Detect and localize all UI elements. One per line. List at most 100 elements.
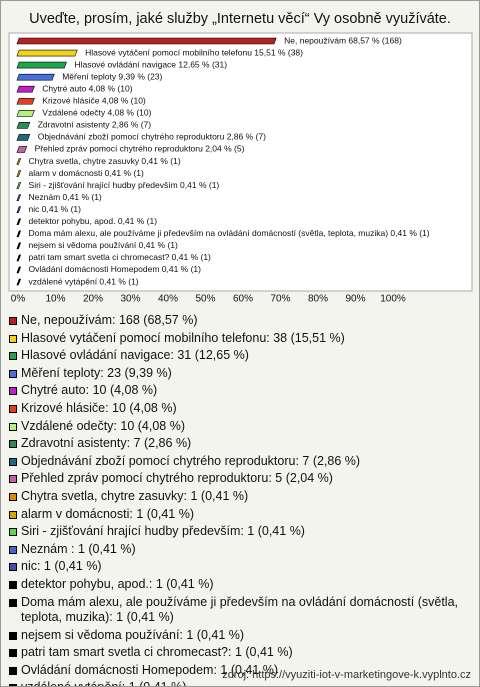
bar-label: Hlasové vytáčení pomocí mobilního telefo… xyxy=(85,47,303,57)
legend-item: nejsem si vědoma používání: 1 (0,41 %) xyxy=(9,628,469,644)
bar-label: patri tam smart svetla ci chromecast? 0,… xyxy=(29,252,212,262)
bar-label: Krizové hlásiče 4,08 % (10) xyxy=(42,96,146,106)
legend-swatch xyxy=(9,649,17,658)
legend-swatch xyxy=(9,563,17,572)
bar-label: Přehled zpráv pomocí chytrého reprodukto… xyxy=(35,144,245,154)
legend-label: Hlasové vytáčení pomocí mobilního telefo… xyxy=(21,330,345,345)
legend-label: Ne, nepoužívám: 168 (68,57 %) xyxy=(21,313,198,327)
legend-item: Ovládání domácnosti Homepodem: 1 (0,41 %… xyxy=(9,663,469,679)
bar-label: Vzdálené odečty 4,08 % (10) xyxy=(42,108,151,118)
bar-label: Ne, nepoužívám 68,57 % (168) xyxy=(284,35,402,45)
legend-swatch xyxy=(9,334,17,343)
legend-label: Vzdálené odečty: 10 (4,08 %) xyxy=(21,418,185,433)
legend-swatch xyxy=(9,492,17,501)
legend-label: nic: 1 (0,41 %) xyxy=(21,559,102,574)
x-tick-label: 40% xyxy=(158,294,178,305)
bar xyxy=(16,230,22,238)
legend-item: Krizové hlásiče: 10 (4,08 %) xyxy=(9,401,469,417)
bar-label: Siri - zjišťování hrající hudby předevší… xyxy=(29,180,220,190)
bar xyxy=(16,73,55,81)
legend-swatch xyxy=(9,580,17,589)
legend-item: detektor pohybu, apod.: 1 (0,41 %) xyxy=(9,577,469,593)
bar xyxy=(16,122,31,129)
bar xyxy=(16,194,22,201)
x-tick-label: 30% xyxy=(120,294,140,305)
legend-label: Měření teploty: 23 (9,39 %) xyxy=(21,365,172,380)
bar-label: Objednávání zboží pomocí chytrého reprod… xyxy=(38,132,266,142)
legend-label: Hlasové ovládání navigace: 31 (12,65 %) xyxy=(21,348,249,363)
bar-label: nic 0,41 % (1) xyxy=(29,204,82,214)
bar xyxy=(16,61,67,69)
legend-label: nejsem si vědoma používání: 1 (0,41 %) xyxy=(21,627,245,642)
legend-item: Hlasové ovládání navigace: 31 (12,65 %) xyxy=(9,348,469,364)
legend-item: vzdálené vytápění: 1 (0,41 %) xyxy=(9,680,469,686)
bar-label: Doma mám alexu, ale používáme ji předevš… xyxy=(29,228,430,238)
legend-swatch xyxy=(9,404,17,413)
legend-item: Měření teploty: 23 (9,39 %) xyxy=(9,366,469,382)
legend-item: Vzdálené odečty: 10 (4,08 %) xyxy=(9,419,469,435)
bar-label: Hlasové ovládání navigace 12,65 % (31) xyxy=(74,59,227,69)
bar-label: vzdálené vytápění 0,41 % (1) xyxy=(29,276,139,286)
x-tick-label: 60% xyxy=(233,294,253,305)
legend-swatch xyxy=(9,528,17,537)
bar-label: Měření teploty 9,39 % (23) xyxy=(62,71,162,81)
legend-swatch xyxy=(9,475,17,484)
legend-swatch xyxy=(9,440,17,449)
legend-swatch xyxy=(9,352,17,361)
legend-swatch xyxy=(9,666,17,675)
legend-item: Objednávání zboží pomocí chytrého reprod… xyxy=(9,454,469,470)
x-tick-label: 80% xyxy=(308,294,328,305)
x-tick-label: 50% xyxy=(195,294,215,305)
bar xyxy=(16,134,31,141)
bar xyxy=(16,158,22,165)
bar xyxy=(16,37,277,45)
bar xyxy=(16,110,35,117)
legend-label: Chytra svetla, chytre zasuvky: 1 (0,41 %… xyxy=(21,488,249,503)
bar xyxy=(16,170,22,177)
bar xyxy=(16,254,22,262)
legend-label: patri tam smart svetla ci chromecast?: 1… xyxy=(21,645,293,660)
legend-swatch xyxy=(9,317,17,325)
legend-swatch xyxy=(9,369,17,378)
legend-label: Siri - zjišťování hrající hudby předevší… xyxy=(21,524,305,539)
legend-label: alarm v domácnosti: 1 (0,41 %) xyxy=(21,506,194,521)
x-tick-label: 10% xyxy=(45,294,65,305)
legend-item: patri tam smart svetla ci chromecast?: 1… xyxy=(9,645,469,661)
plot-box xyxy=(8,32,473,292)
bar xyxy=(16,242,22,250)
bar xyxy=(16,49,78,57)
bar-label: Chytré auto 4,08 % (10) xyxy=(42,83,132,93)
legend-item: Přehled zpráv pomocí chytrého reprodukto… xyxy=(9,471,469,487)
x-tick-label: 90% xyxy=(345,294,365,305)
bar-label: detektor pohybu, apod. 0,41 % (1) xyxy=(29,216,158,226)
bar xyxy=(16,85,35,93)
legend: Ne, nepoužívám: 168 (68,57 %) Hlasové vyt… xyxy=(9,313,469,686)
legend-label: Krizové hlásiče: 10 (4,08 %) xyxy=(21,400,177,415)
bar-label: Neznám 0,41 % (1) xyxy=(29,192,102,202)
bar xyxy=(16,97,35,105)
legend-swatch xyxy=(9,545,17,554)
bar xyxy=(16,182,22,189)
bar xyxy=(16,206,22,213)
legend-label: detektor pohybu, apod.: 1 (0,41 %) xyxy=(21,576,214,591)
chart-title: Uveďte, prosím, jaké služby „Internetu v… xyxy=(29,11,451,27)
legend-item: Hlasové vytáčení pomocí mobilního telefo… xyxy=(9,331,469,347)
legend-swatch xyxy=(9,684,17,686)
legend-item: Neznám : 1 (0,41 %) xyxy=(9,542,469,558)
legend-label: Přehled zpráv pomocí chytrého reprodukto… xyxy=(21,471,333,486)
legend-swatch xyxy=(9,631,17,640)
legend-item: Siri - zjišťování hrající hudby předevší… xyxy=(9,524,469,540)
bar-label: nejsem si vědoma používání 0,41 % (1) xyxy=(29,240,178,250)
legend-swatch xyxy=(9,510,17,519)
legend-item: nic: 1 (0,41 %) xyxy=(9,559,469,575)
bar-label: Zdravotní asistenty 2,86 % (7) xyxy=(38,120,152,130)
legend-label: Doma mám alexu, ale používáme ji předevš… xyxy=(21,594,459,625)
legend-item: Doma mám alexu, ale používáme ji předevš… xyxy=(9,595,469,626)
legend-label: Zdravotní asistenty: 7 (2,86 %) xyxy=(21,436,192,451)
legend-item: Ne, nepoužívám: 168 (68,57 %) xyxy=(9,313,469,329)
legend-swatch xyxy=(9,457,17,466)
bar xyxy=(16,218,22,226)
source: zdroj: https://vyuziti-iot-v-marketingov… xyxy=(222,669,471,681)
legend-label: Objednávání zboží pomocí chytrého reprod… xyxy=(21,453,361,468)
